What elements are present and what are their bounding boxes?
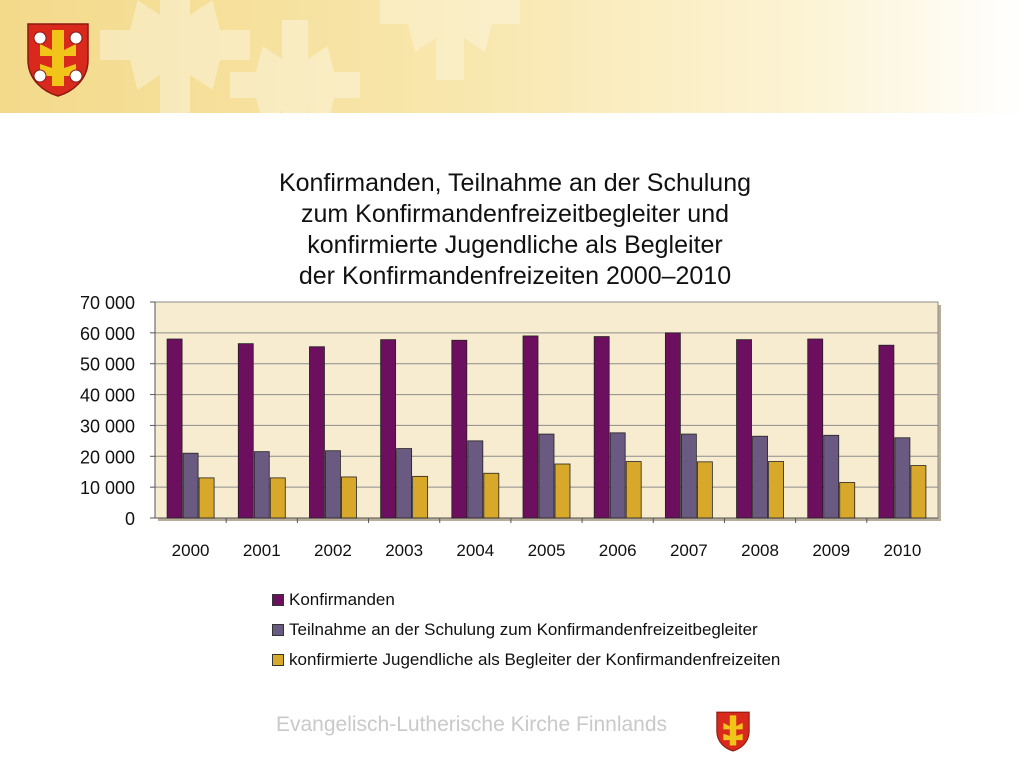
chart-title: Konfirmanden, Teilnahme an der Schulung … xyxy=(150,168,880,292)
y-tick-label: 40 000 xyxy=(80,386,135,406)
cross-watermark-icon xyxy=(380,0,520,80)
y-tick-label: 0 xyxy=(125,509,135,529)
bar xyxy=(396,448,413,519)
bar xyxy=(412,475,429,519)
y-tick-label: 30 000 xyxy=(80,416,135,436)
bar xyxy=(182,452,199,519)
y-tick-label: 10 000 xyxy=(80,478,135,498)
legend-item: Teilnahme an der Schulung zum Konfirmand… xyxy=(272,615,780,645)
bar xyxy=(625,461,642,519)
x-tick-label: 2000 xyxy=(172,541,210,560)
x-tick-label: 2010 xyxy=(883,541,921,560)
cross-watermark-icon xyxy=(230,20,360,113)
legend-label: Konfirmanden xyxy=(289,590,395,609)
header-banner xyxy=(0,0,1024,113)
church-crest-small-icon xyxy=(716,711,750,752)
x-tick-label: 2004 xyxy=(456,541,494,560)
bar xyxy=(554,463,571,519)
x-tick-label: 2006 xyxy=(599,541,637,560)
bar xyxy=(467,440,484,519)
bar xyxy=(538,433,555,519)
chart-legend: Konfirmanden Teilnahme an der Schulung z… xyxy=(272,585,780,675)
footer-organization-name: Evangelisch-Lutherische Kirche Finnlands xyxy=(276,713,668,736)
y-tick-label: 70 000 xyxy=(80,293,135,313)
bar xyxy=(736,339,752,519)
cross-watermark-icon xyxy=(100,0,250,113)
legend-swatch xyxy=(272,594,284,606)
legend-label: konfirmierte Jugendliche als Begleiter d… xyxy=(289,650,781,669)
legend-swatch xyxy=(272,654,284,666)
bar xyxy=(878,344,895,519)
church-crest-logo-icon xyxy=(27,23,89,97)
x-tick-label: 2007 xyxy=(670,541,708,560)
bar xyxy=(910,465,927,519)
bar xyxy=(166,338,183,519)
bar xyxy=(664,332,681,519)
chart-title-line: konfirmierte Jugendliche als Begleiter xyxy=(307,231,723,259)
chart-title-line: Konfirmanden, Teilnahme an der Schulung xyxy=(278,169,752,197)
x-tick-label: 2001 xyxy=(243,541,281,560)
bar xyxy=(237,343,254,519)
chart-title-line: zum Konfirmandenfreizeitbegleiter und xyxy=(300,200,729,228)
x-tick-label: 2009 xyxy=(812,541,850,560)
legend-item: konfirmierte Jugendliche als Begleiter d… xyxy=(272,645,780,675)
bar xyxy=(894,437,911,519)
bar xyxy=(380,339,397,519)
x-tick-label: 2002 xyxy=(314,541,352,560)
x-tick-label: 2005 xyxy=(528,541,566,560)
bar xyxy=(198,477,215,519)
legend-label: Teilnahme an der Schulung zum Konfirmand… xyxy=(289,620,758,639)
bar xyxy=(309,346,325,519)
bar xyxy=(522,335,539,519)
bar xyxy=(341,476,357,519)
y-tick-label: 60 000 xyxy=(80,324,135,344)
y-tick-label: 20 000 xyxy=(80,447,135,467)
bar xyxy=(807,338,824,519)
bar xyxy=(839,482,856,519)
bar xyxy=(680,433,697,519)
legend-item: Konfirmanden xyxy=(272,585,780,615)
bar xyxy=(696,461,713,519)
x-tick-label: 2003 xyxy=(385,541,423,560)
bar xyxy=(483,472,500,519)
bar xyxy=(823,434,840,519)
bar xyxy=(752,435,768,519)
bar xyxy=(325,450,341,519)
bar xyxy=(253,451,270,519)
bar xyxy=(451,339,468,519)
x-tick-label: 2008 xyxy=(741,541,779,560)
legend-swatch xyxy=(272,624,284,636)
bar xyxy=(609,432,626,519)
y-tick-label: 50 000 xyxy=(80,355,135,375)
bar xyxy=(593,336,610,519)
chart-title-line: der Konfirmandenfreizeiten 2000–2010 xyxy=(298,262,732,290)
bar xyxy=(768,461,784,519)
bar xyxy=(269,477,286,519)
